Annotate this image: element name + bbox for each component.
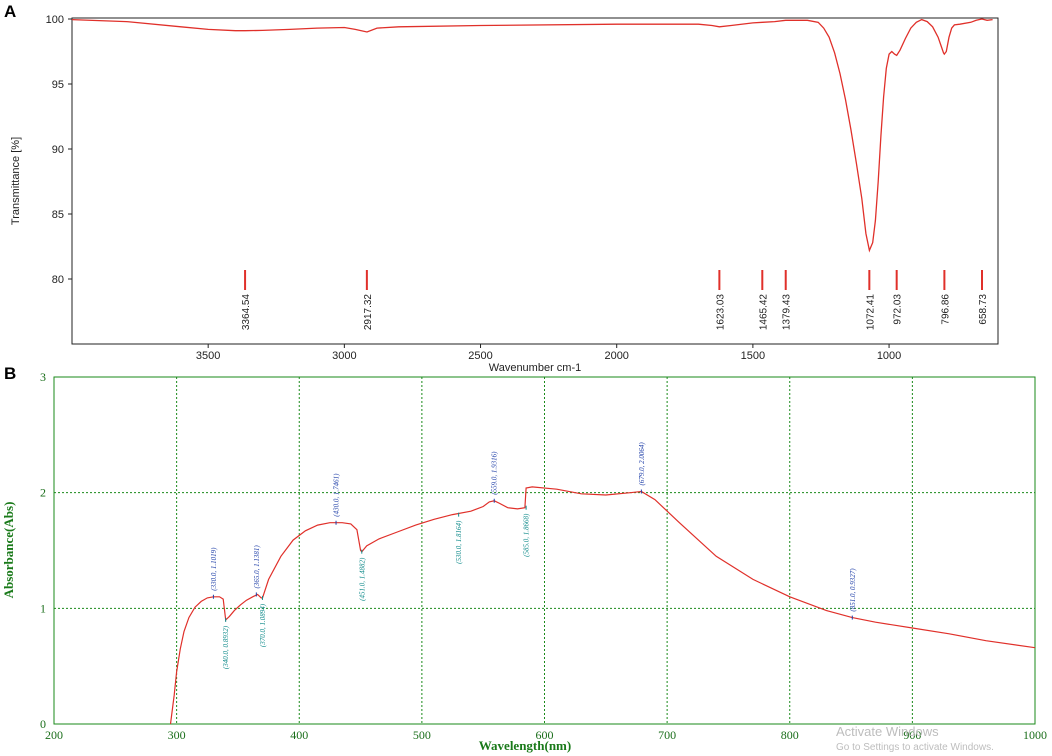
ir-peak-label: 972.03 bbox=[893, 294, 904, 325]
ir-peak-label: 3364.54 bbox=[241, 294, 252, 331]
ir-x-tick-label: 3000 bbox=[332, 350, 356, 362]
uv-x-tick-label: 200 bbox=[45, 728, 63, 742]
watermark-subtitle: Go to Settings to activate Windows. bbox=[836, 742, 994, 753]
uv-annotation-label: (530.0, 1.8164) bbox=[455, 520, 463, 564]
ir-y-tick-label: 90 bbox=[52, 144, 64, 156]
ir-peak-label: 1379.43 bbox=[782, 294, 793, 331]
ir-peak-label: 2917.32 bbox=[363, 294, 374, 331]
uv-annotation-label: (851.0, 0.9327) bbox=[849, 568, 857, 612]
watermark-title: Activate Windows bbox=[836, 724, 939, 739]
uv-x-tick-label: 800 bbox=[781, 728, 799, 742]
uv-annotation-label: (330.0, 1.1019) bbox=[210, 547, 218, 591]
ir-x-tick-label: 1500 bbox=[741, 350, 765, 362]
ir-y-axis-label: Transmittance [%] bbox=[10, 137, 22, 225]
uv-annotation-label: (585.0, 1.8668) bbox=[523, 513, 531, 557]
ir-peak-label: 1465.42 bbox=[758, 294, 769, 331]
ir-x-tick-label: 3500 bbox=[196, 350, 220, 362]
ir-y-tick-label: 80 bbox=[52, 274, 64, 286]
ir-plot-frame bbox=[71, 17, 999, 345]
ir-x-axis: 3500 3000 2500 2000 1500 1000 bbox=[196, 344, 901, 362]
uv-x-tick-label: 700 bbox=[658, 728, 676, 742]
uv-x-axis-label: Wavelength(nm) bbox=[479, 738, 571, 753]
uv-annotation-label: (451.0, 1.4882) bbox=[358, 557, 366, 601]
ir-peak-label: 658.73 bbox=[978, 294, 989, 325]
uv-chart: 0 1 2 3 200 300 400 500 600 700 800 900 1000 (330.0… bbox=[1, 370, 1047, 753]
ir-chart: 80 85 90 95 100 3500 3000 2500 2000 1500 1000 336… bbox=[10, 14, 999, 374]
uv-y-tick-label: 3 bbox=[40, 370, 46, 384]
uv-x-tick-label: 400 bbox=[290, 728, 308, 742]
uv-x-tick-label: 1000 bbox=[1023, 728, 1047, 742]
panel-letter-b: B bbox=[4, 364, 16, 383]
uv-x-tick-label: 600 bbox=[536, 728, 554, 742]
ir-x-tick-label: 1000 bbox=[877, 350, 901, 362]
uv-y-tick-label: 2 bbox=[40, 486, 46, 500]
ir-peak-label: 796.86 bbox=[940, 294, 951, 325]
ir-spectrum-line bbox=[71, 18, 993, 253]
uv-annotation-label: (559.0, 1.9316) bbox=[491, 451, 499, 495]
ir-y-tick-label: 95 bbox=[52, 79, 64, 91]
ir-y-tick-label: 85 bbox=[52, 209, 64, 221]
uv-annotations: (330.0, 1.1019) (340.0, 0.8932) (365.0, 1.… bbox=[210, 442, 857, 669]
uv-x-tick-label: 300 bbox=[168, 728, 186, 742]
ir-peak-markers: 3364.54 2917.32 1623.03 1465.42 1379.43 1072.… bbox=[241, 270, 989, 330]
uv-x-tick-label: 500 bbox=[413, 728, 431, 742]
uv-annotation-label: (679.0, 2.0064) bbox=[638, 442, 646, 486]
uv-y-tick-label: 1 bbox=[40, 601, 46, 615]
uv-y-axis-label: Absorbance(Abs) bbox=[1, 502, 16, 599]
ir-peak-label: 1623.03 bbox=[715, 294, 726, 331]
ir-y-tick-label: 100 bbox=[46, 14, 64, 26]
ir-y-axis: 80 85 90 95 100 bbox=[46, 14, 72, 286]
ir-x-tick-label: 2000 bbox=[604, 350, 628, 362]
uv-annotation-label: (340.0, 0.8932) bbox=[222, 625, 230, 669]
uv-spectrum-line bbox=[169, 486, 1036, 725]
uv-y-axis: 0 1 2 3 bbox=[40, 370, 46, 731]
uv-x-axis: 200 300 400 500 600 700 800 900 1000 bbox=[45, 728, 1047, 742]
uv-x-tick-label: 900 bbox=[903, 728, 921, 742]
uv-annotation-label: (365.0, 1.1381) bbox=[253, 545, 261, 589]
uv-y-tick-label: 0 bbox=[40, 717, 46, 731]
panel-letter-a: A bbox=[4, 2, 16, 21]
uv-annotation-label: (370.0, 1.0894) bbox=[259, 603, 267, 647]
ir-x-tick-label: 2500 bbox=[468, 350, 492, 362]
uv-annotation-label: (430.0, 1.7461) bbox=[333, 473, 341, 517]
ir-peak-label: 1072.41 bbox=[865, 294, 876, 331]
ir-x-axis-label: Wavenumber cm-1 bbox=[489, 362, 582, 374]
uv-grid bbox=[54, 377, 1035, 724]
